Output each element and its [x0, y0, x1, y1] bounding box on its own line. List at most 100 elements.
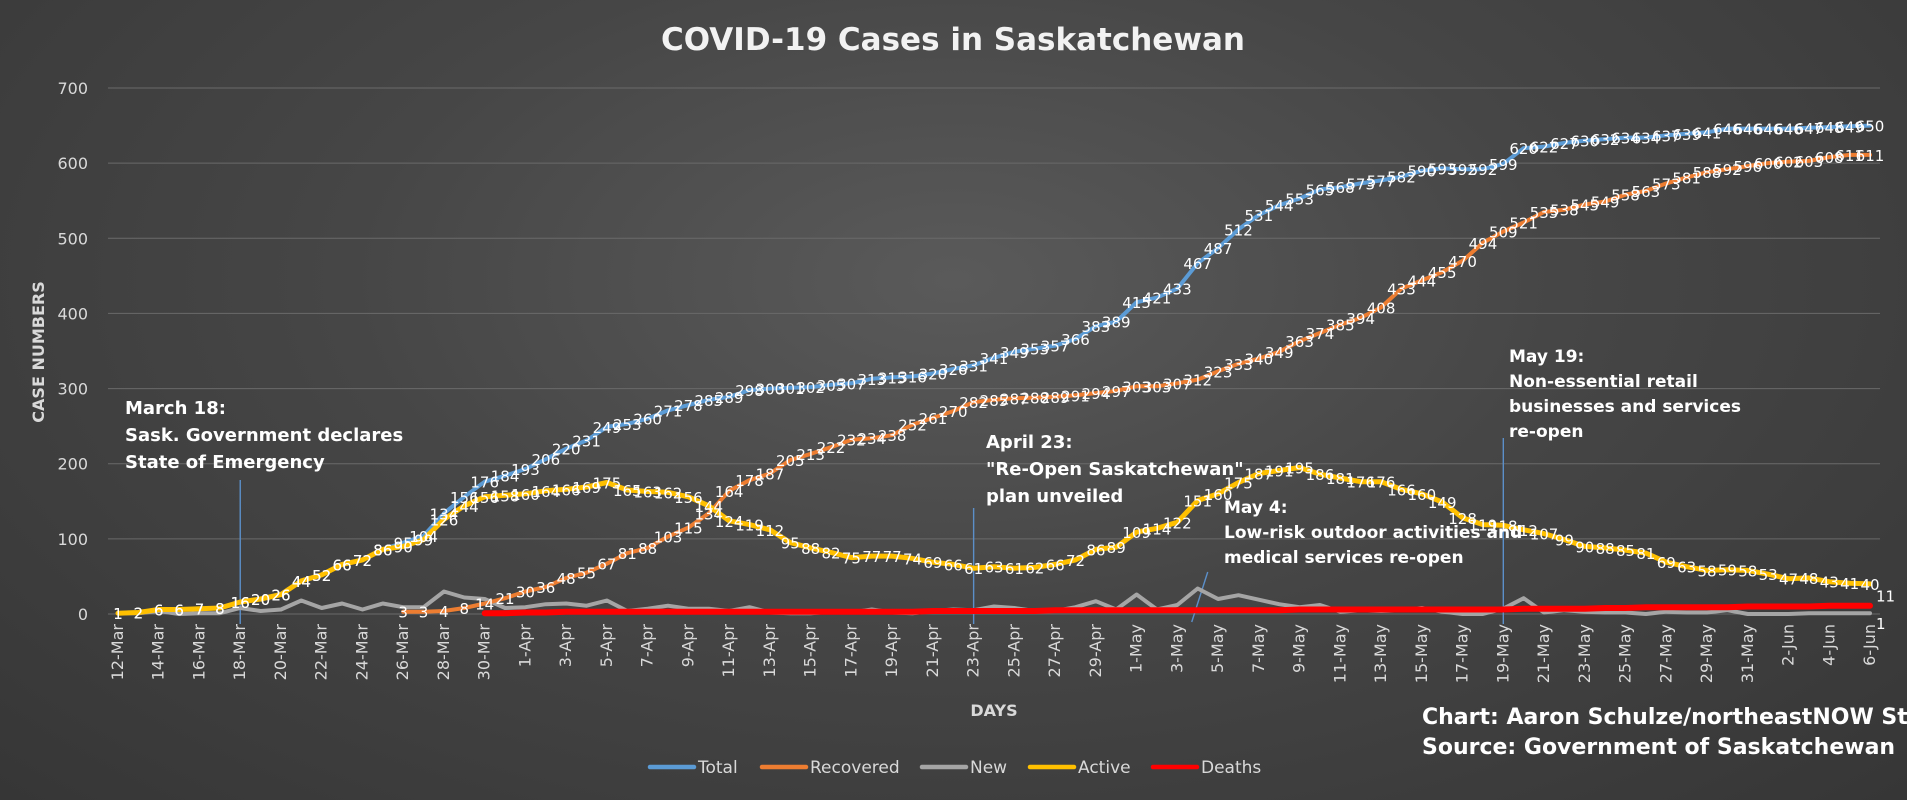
x-tick-label: 23-Apr: [964, 624, 983, 678]
data-label-recovered: 55: [577, 565, 596, 583]
data-label-active: 86: [1086, 541, 1105, 559]
data-label-active: 99: [1555, 532, 1574, 550]
x-tick-label: 25-May: [1616, 624, 1635, 683]
data-label-recovered: 340: [1245, 351, 1274, 369]
data-label-active: 128: [1448, 510, 1477, 528]
x-axis-ticks: 12-Mar 14-Mar 16-Mar 18-Mar 20-Mar 22-Mar 24-M…: [108, 624, 1879, 684]
data-label-total: 20: [251, 591, 270, 609]
data-label-active: 90: [394, 538, 413, 556]
x-tick-label: 30-Mar: [475, 624, 494, 681]
data-label-total: 577: [1367, 172, 1396, 190]
data-label-recovered: 563: [1632, 183, 1661, 201]
x-tick-label: 24-Mar: [352, 624, 371, 681]
x-tick-label: 7-May: [1249, 624, 1268, 673]
annotation-march18-line: March 18:: [125, 398, 226, 419]
data-label-recovered: 592: [1713, 161, 1742, 179]
data-label-recovered: 333: [1224, 356, 1253, 374]
data-label-active: 112: [756, 522, 785, 540]
data-label-total: 2: [134, 604, 144, 622]
data-label-active: 47: [1779, 571, 1798, 589]
annotation-may4-line: May 4:: [1224, 498, 1288, 518]
data-label-recovered: 115: [674, 520, 703, 538]
y-tick-label: 300: [57, 380, 88, 399]
x-tick-label: 4-Jun: [1819, 624, 1838, 666]
data-label-total: 320: [919, 366, 948, 384]
data-label-active: 160: [1407, 486, 1436, 504]
data-label-recovered: 88: [638, 540, 657, 558]
data-label-total: 544: [1265, 197, 1294, 215]
data-label-recovered: 455: [1428, 264, 1457, 282]
x-tick-label: 15-May: [1412, 624, 1431, 683]
data-label-recovered: 297: [1102, 383, 1131, 401]
data-label-active: 41: [1840, 575, 1859, 593]
data-label-recovered: 36: [536, 579, 555, 597]
data-label-total: 553: [1285, 190, 1314, 208]
data-label-total: 639: [1672, 126, 1701, 144]
data-label-total: 220: [552, 441, 581, 459]
x-tick-label: 1-May: [1127, 624, 1146, 673]
legend-label-deaths: Deaths: [1201, 758, 1261, 778]
data-label-active: 77: [862, 548, 881, 566]
data-label-active: 160: [511, 486, 540, 504]
annotation-may4-line: Low-risk outdoor activities and: [1224, 523, 1522, 543]
data-label-total: 573: [1346, 175, 1375, 193]
data-label-active: 156: [470, 489, 499, 507]
data-label-total: 72: [353, 552, 372, 570]
data-label-active: 81: [1636, 545, 1655, 563]
data-label-total: 6: [174, 601, 184, 619]
data-label-recovered: 285: [980, 392, 1009, 410]
data-label-total: 289: [715, 389, 744, 407]
x-tick-label: 15-Apr: [801, 624, 820, 678]
data-label-total: 650: [1856, 118, 1885, 136]
data-label-recovered: 164: [715, 483, 744, 501]
chart-credit: Chart: Aaron Schulze/northeastNOW Staff: [1422, 705, 1907, 730]
legend-label-new: New: [970, 758, 1007, 778]
data-label-active: 52: [312, 567, 331, 585]
y-tick-label: 600: [57, 154, 88, 173]
data-label-total: 582: [1387, 169, 1416, 187]
y-axis-title: CASE NUMBERS: [29, 281, 48, 422]
data-label-recovered: 558: [1611, 187, 1640, 205]
data-label-total: 271: [654, 402, 683, 420]
data-label-active: 88: [801, 540, 820, 558]
data-label-recovered: 14: [475, 595, 494, 613]
x-tick-label: 19-Apr: [882, 624, 901, 678]
data-label-total: 592: [1448, 161, 1477, 179]
x-tick-label: 26-Mar: [393, 624, 412, 681]
data-label-total: 278: [674, 397, 703, 415]
data-label-total: 298: [735, 382, 764, 400]
legend-label-total: Total: [697, 758, 738, 778]
x-tick-label: 28-Mar: [434, 624, 453, 681]
data-label-recovered: 444: [1407, 272, 1436, 290]
data-label-active: 165: [613, 482, 642, 500]
data-label-active: 69: [923, 554, 942, 572]
data-label-total: 305: [817, 377, 846, 395]
data-label-active: 89: [1107, 539, 1126, 557]
data-label-total: 649: [1835, 118, 1864, 136]
data-label-active: 162: [654, 484, 683, 502]
data-label-total: 6: [154, 601, 164, 619]
data-label-active: 90: [1575, 538, 1594, 556]
data-label-active: 69: [1657, 554, 1676, 572]
x-tick-label: 27-May: [1656, 624, 1675, 683]
data-label-total: 156: [450, 489, 479, 507]
data-label-active: 114: [1143, 520, 1172, 538]
data-label-recovered: 394: [1346, 310, 1375, 328]
data-label-total: 285: [694, 392, 723, 410]
data-label-recovered: 600: [1754, 155, 1783, 173]
data-label-active: 43: [1820, 574, 1839, 592]
credits: Chart: Aaron Schulze/northeastNOW Staff S…: [1422, 705, 1907, 760]
data-label-active: 61: [964, 560, 983, 578]
data-label-recovered: 303: [1143, 378, 1172, 396]
y-tick-label: 200: [57, 455, 88, 474]
y-tick-label: 0: [78, 605, 88, 624]
data-label-recovered: 581: [1672, 169, 1701, 187]
data-label-total: 648: [1815, 119, 1844, 137]
annotation-may19-line: Non-essential retail: [1509, 372, 1698, 392]
series-line-active: [115, 465, 1873, 616]
data-label-total: 383: [1082, 318, 1111, 336]
data-label-active: 124: [715, 513, 744, 531]
x-tick-label: 20-Mar: [271, 624, 290, 681]
data-label-active: 74: [903, 550, 922, 568]
data-label-recovered: 596: [1733, 158, 1762, 176]
